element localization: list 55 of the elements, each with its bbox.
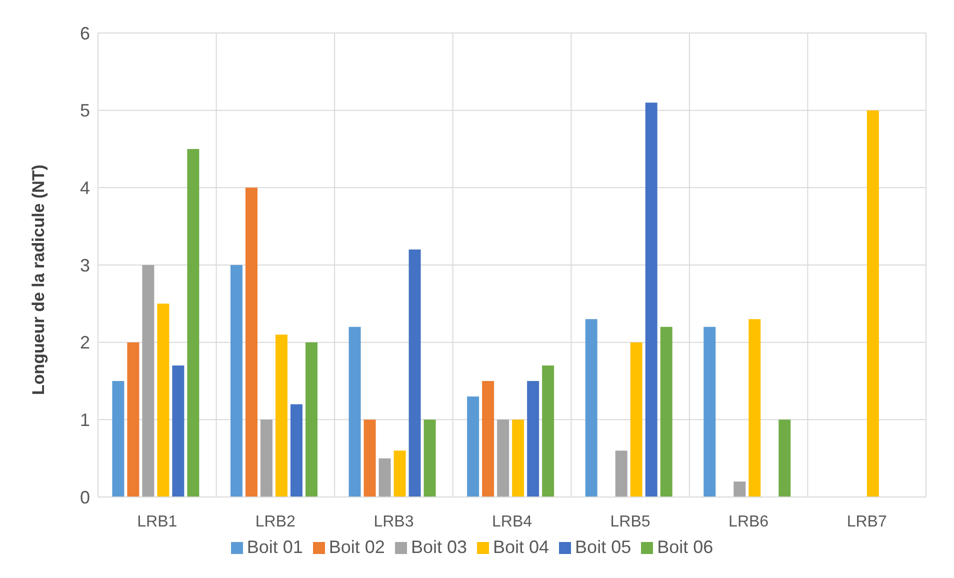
bar — [630, 342, 642, 497]
bar — [645, 102, 658, 497]
bar — [748, 319, 761, 497]
y-tick-label: 5 — [80, 100, 90, 121]
x-tick-label: LRB3 — [374, 513, 414, 530]
bar — [467, 396, 480, 497]
x-tick-label: LRB4 — [492, 513, 532, 530]
x-tick-label: LRB1 — [137, 513, 178, 530]
bar — [660, 326, 672, 497]
legend-label: Boit 04 — [493, 537, 550, 557]
x-tick-label: LRB5 — [610, 513, 650, 530]
legend-label: Boit 05 — [575, 537, 632, 557]
bar — [408, 250, 421, 497]
y-tick-label: 2 — [80, 332, 90, 353]
y-tick-label: 3 — [80, 255, 90, 276]
bar — [305, 342, 318, 497]
bar — [157, 304, 170, 497]
y-tick-label: 0 — [80, 487, 90, 508]
bar — [615, 450, 628, 497]
bar — [424, 420, 436, 497]
bar — [142, 265, 154, 497]
bar — [290, 404, 302, 497]
bar — [187, 149, 200, 497]
bar — [866, 110, 879, 497]
legend-label: Boit 02 — [328, 537, 385, 557]
bar — [275, 334, 288, 497]
bar — [230, 265, 242, 497]
bar — [512, 420, 524, 497]
bar — [245, 188, 258, 497]
y-axis-title: Longueur de la radicule (NT) — [29, 164, 48, 395]
x-tick-label: LRB6 — [728, 513, 769, 530]
bar — [704, 326, 716, 497]
legend-label: Boit 01 — [246, 537, 303, 557]
bar — [542, 366, 554, 497]
y-tick-label: 1 — [80, 410, 90, 430]
bar — [127, 342, 140, 497]
bar — [585, 319, 598, 497]
bar — [394, 450, 406, 497]
bar — [364, 420, 376, 497]
bar — [260, 420, 272, 497]
bar — [378, 458, 391, 497]
bar — [348, 326, 361, 497]
bar — [112, 381, 124, 497]
legend-label: Boit 06 — [657, 537, 714, 557]
bar — [172, 366, 184, 497]
legend-label: Boit 03 — [410, 537, 467, 557]
y-tick-label: 6 — [80, 23, 90, 44]
bar — [482, 381, 494, 497]
x-tick-label: LRB7 — [846, 513, 887, 530]
y-tick-label: 4 — [80, 178, 90, 198]
bar — [734, 482, 746, 497]
bar — [497, 420, 510, 497]
bar — [527, 381, 540, 497]
x-tick-label: LRB2 — [255, 513, 296, 530]
bar — [778, 420, 791, 497]
